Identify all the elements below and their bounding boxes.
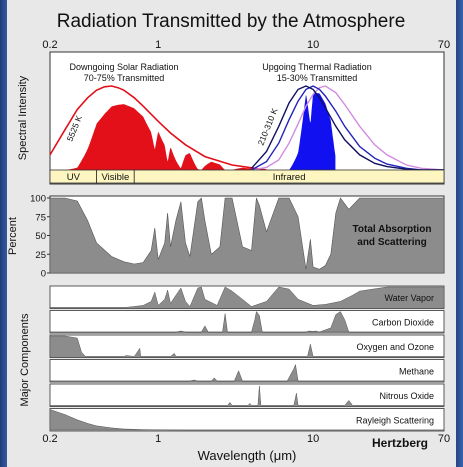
absorption-label-line1: Total Absorption (353, 224, 432, 235)
row-area-oxygen-and-ozone (49, 335, 444, 357)
row-label-oxygen-and-ozone: Oxygen and Ozone (356, 342, 434, 352)
band-infrared (133, 169, 445, 184)
spectral-y-label: Spectral Intensity (17, 75, 29, 160)
row-area-methane (50, 363, 444, 382)
components-panel: Water Vapor Carbon Dioxide Oxygen and Ozon… (49, 285, 445, 432)
left-frame-edge (0, 0, 9, 467)
solar-blackbody-curve (49, 85, 267, 171)
row-area-nitrous-oxide (50, 385, 444, 406)
chart-title: Radiation Transmitted by the Atmosphere (57, 11, 406, 32)
thermal-title: Upgoing Thermal Radiation (262, 62, 371, 72)
top-tick-label: 70 (438, 39, 450, 51)
thermal-transmitted-area (289, 92, 336, 170)
top-axis-ticks: 0.2 1 10 70 (42, 39, 450, 51)
percent-tick-label: 100 (30, 194, 46, 205)
thermal-curve-260k (251, 85, 444, 171)
bottom-axis-ticks: 0.2 1 10 70 (42, 433, 450, 445)
row-label-carbon-dioxide: Carbon Dioxide (372, 318, 434, 328)
solar-title: Downgoing Solar Radiation (69, 62, 178, 72)
solar-transmitted-area (56, 104, 267, 170)
percent-tick-label: 75 (35, 212, 46, 223)
x-axis-label: Wavelength (μm) (198, 448, 297, 463)
percent-tick-label: 0 (41, 269, 46, 280)
absorption-panel: 0 25 50 75 100 (30, 194, 445, 280)
spectral-panel: UV Visible Infrared (49, 85, 445, 184)
band-label-infrared: Infrared (273, 172, 306, 183)
row-label-rayleigh-scattering: Rayleigh Scattering (356, 416, 434, 426)
row-area-carbon-dioxide (50, 310, 444, 333)
percent-tick-label: 25 (35, 250, 46, 261)
thermal-subtitle: 15-30% Transmitted (277, 73, 358, 83)
row-label-water-vapor: Water Vapor (384, 293, 434, 303)
row-label-nitrous-oxide: Nitrous Oxide (379, 391, 434, 401)
percent-tick-label: 50 (35, 231, 46, 242)
top-tick-label: 10 (307, 39, 319, 51)
top-tick-label: 1 (155, 39, 161, 51)
row-frame-nitrous-oxide (49, 383, 445, 407)
row-area-water-vapor (50, 286, 445, 308)
band-label-uv: UV (67, 172, 81, 183)
credit-label: Hertzberg (372, 436, 428, 450)
top-tick-label: 0.2 (42, 39, 57, 51)
bottom-tick-label: 70 (438, 433, 450, 445)
percent-y-label: Percent (7, 217, 19, 255)
right-frame-edge (454, 0, 463, 467)
row-frame-methane (49, 359, 445, 383)
absorption-label-line2: and Scattering (357, 237, 426, 248)
band-label-visible: Visible (102, 172, 130, 183)
thermal-curve-210k (251, 85, 445, 171)
thermal-curve-310k (250, 85, 444, 171)
solar-subtitle: 70-75% Transmitted (84, 73, 165, 83)
total-absorption-area (49, 197, 445, 274)
row-area-rayleigh-scattering (49, 409, 444, 431)
row-label-methane: Methane (399, 367, 434, 377)
components-y-label: Major Components (19, 313, 31, 406)
bottom-tick-label: 0.2 (42, 433, 57, 445)
bottom-tick-label: 1 (155, 433, 161, 445)
bottom-tick-label: 10 (307, 433, 319, 445)
